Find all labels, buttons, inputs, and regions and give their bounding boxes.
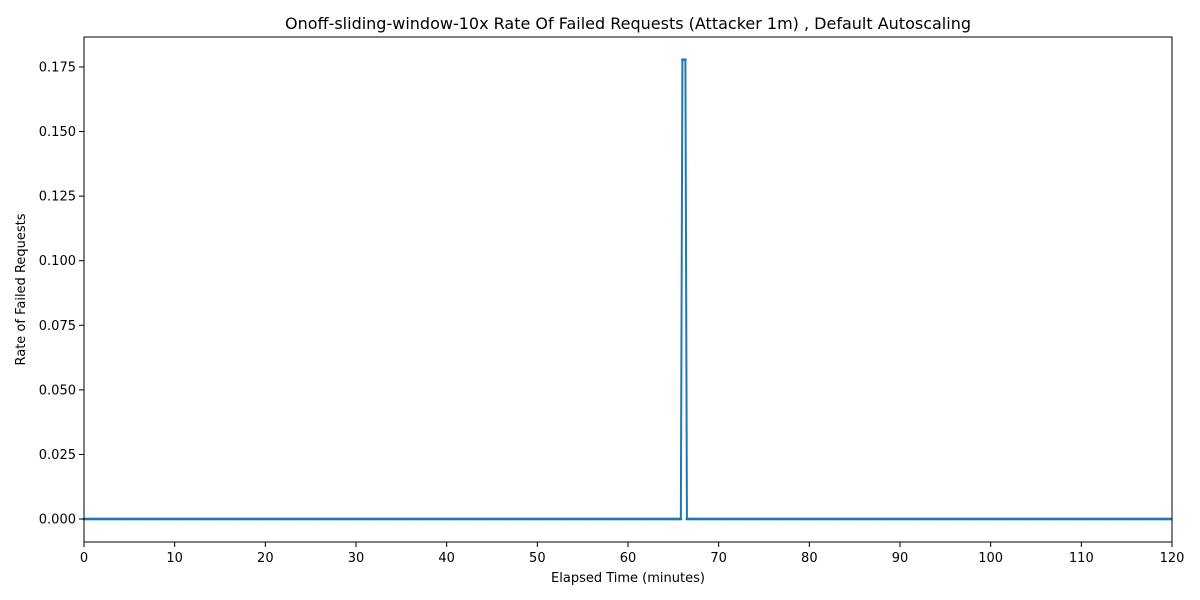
plot-frame — [83, 36, 1173, 543]
x-tick-label: 30 — [348, 551, 365, 566]
x-tick-label: 100 — [978, 551, 1003, 566]
y-tick-label: 0.000 — [39, 513, 76, 528]
y-tick-label: 0.125 — [39, 190, 76, 205]
x-axis-label: Elapsed Time (minutes) — [551, 571, 705, 586]
y-tick-label: 0.175 — [39, 60, 76, 75]
y-tick-label: 0.050 — [39, 383, 76, 398]
x-tick-label: 90 — [892, 551, 909, 566]
x-tick-label: 0 — [80, 551, 88, 566]
y-tick-label: 0.150 — [39, 125, 76, 140]
data-point — [679, 517, 683, 521]
x-tick-label: 110 — [1069, 551, 1094, 566]
x-tick-label: 60 — [620, 551, 637, 566]
series-layer — [82, 58, 1173, 521]
x-tick-label: 20 — [257, 551, 274, 566]
y-tick-label: 0.075 — [39, 319, 76, 334]
y-axis-ticks: 0.000 0.025 0.050 0.075 0.100 0.125 0.150 0.175 — [39, 60, 84, 528]
x-tick-label: 80 — [801, 551, 818, 566]
chart-title: Onoff-sliding-window-10x Rate Of Failed … — [285, 14, 971, 33]
x-tick-label: 40 — [438, 551, 455, 566]
data-point — [683, 58, 687, 62]
data-point — [1169, 517, 1173, 521]
x-tick-label: 120 — [1160, 551, 1185, 566]
y-tick-label: 0.025 — [39, 448, 76, 463]
x-axis-ticks: 0 10 20 30 40 50 60 70 80 90 100 110 120 — [80, 542, 1185, 566]
y-tick-label: 0.100 — [39, 254, 76, 269]
x-tick-label: 10 — [166, 551, 183, 566]
x-tick-label: 50 — [529, 551, 546, 566]
y-axis-label: Rate of Failed Requests — [14, 213, 29, 365]
x-tick-label: 70 — [710, 551, 727, 566]
